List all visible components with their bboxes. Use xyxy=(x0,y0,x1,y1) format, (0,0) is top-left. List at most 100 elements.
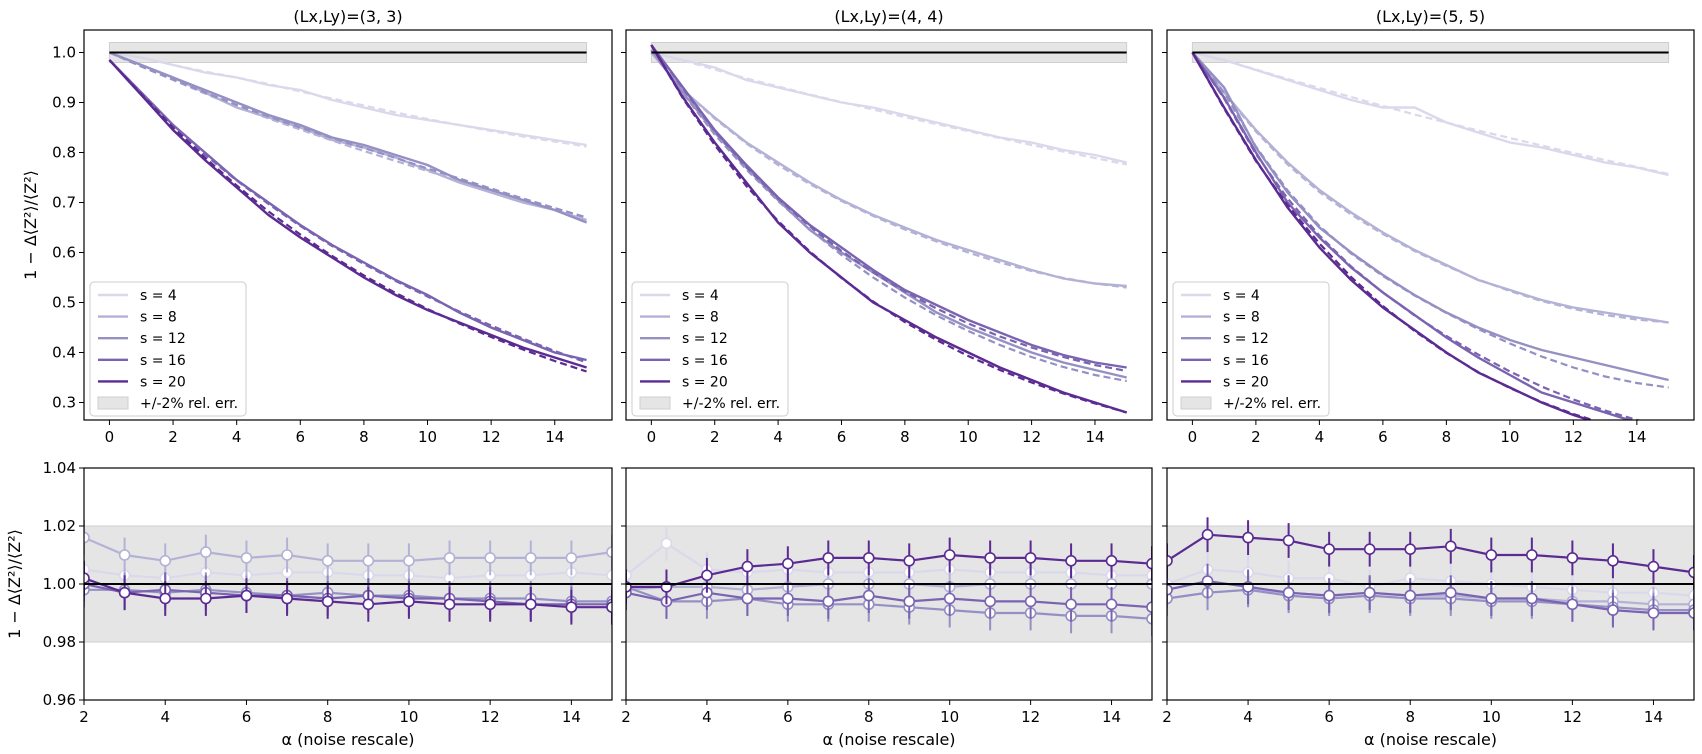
y-tick-label: 1.00 xyxy=(43,575,76,593)
x-tick-label: 4 xyxy=(702,708,712,726)
series-5 xyxy=(84,560,612,625)
legend-swatch xyxy=(97,396,129,410)
series-solid-line xyxy=(1191,51,1594,420)
x-tick-label: 10 xyxy=(1482,708,1501,726)
x-tick-label: 8 xyxy=(900,428,910,446)
data-point xyxy=(1146,569,1152,582)
x-tick-label: 14 xyxy=(562,708,581,726)
data-point xyxy=(443,598,456,611)
x-axis-label: α (noise rescale) xyxy=(1364,730,1497,749)
series-4 xyxy=(626,575,1152,625)
data-point xyxy=(1363,543,1376,556)
data-point xyxy=(660,537,673,550)
series-line xyxy=(1167,533,1694,574)
legend-label: s = 16 xyxy=(682,353,728,369)
x-tick-label: 2 xyxy=(79,708,89,726)
data-point xyxy=(1146,613,1152,625)
plot-area xyxy=(108,42,588,373)
y-tick-label: 1.02 xyxy=(43,517,76,535)
y-tick-label: 0.7 xyxy=(52,194,76,212)
data-point xyxy=(1065,598,1077,611)
series-solid-line xyxy=(1191,51,1633,420)
data-point xyxy=(524,598,537,611)
x-tick-label: 10 xyxy=(1500,428,1519,446)
data-point xyxy=(1167,584,1173,596)
legend-box xyxy=(1172,281,1330,417)
x-tick-label: 14 xyxy=(1085,428,1104,446)
series-line xyxy=(626,542,1152,577)
x-tick-label: 4 xyxy=(1315,428,1325,446)
legend-box xyxy=(631,281,789,417)
legend: s = 4 s = 8 s = 12 s = 16 s = 20 +/-2% rel. e… xyxy=(1172,281,1330,417)
data-point xyxy=(903,595,916,608)
data-point xyxy=(1526,592,1538,605)
series-solid-line xyxy=(108,51,588,224)
data-point xyxy=(1607,604,1619,616)
legend-label: s = 8 xyxy=(140,310,177,326)
data-point xyxy=(565,601,578,614)
x-tick-label: 6 xyxy=(783,708,793,726)
y-tick-label: 1.0 xyxy=(52,44,76,62)
data-point xyxy=(159,554,172,567)
series-4 xyxy=(650,44,1127,373)
data-point xyxy=(1105,554,1118,567)
data-point xyxy=(1282,534,1295,547)
plot-area xyxy=(84,520,612,643)
data-point xyxy=(943,592,956,605)
x-tick-label: 4 xyxy=(773,428,783,446)
panel-title: (Lx,Ly)=(4, 4) xyxy=(834,7,943,26)
series-solid-line xyxy=(109,51,587,147)
data-point xyxy=(1323,543,1335,556)
y-tick-label: 0.96 xyxy=(43,691,76,709)
data-point xyxy=(1688,566,1694,579)
legend-box xyxy=(89,281,247,417)
series-5 xyxy=(650,44,1128,414)
bottom-panel-1: 2 4 6 8 10 12 14 0.96 0.98 1.00 1.02 1.04 α (noise r… xyxy=(5,459,613,749)
series-line xyxy=(84,577,612,609)
top-panel-3: 0 2 4 6 8 10 12 14 (Lx,Ly)=(5, 5) s = 4 s = 8 s = 1… xyxy=(1162,7,1695,446)
x-tick-label: 10 xyxy=(399,708,418,726)
series-dashed-line xyxy=(1191,51,1669,324)
data-point xyxy=(1242,531,1254,544)
x-tick-label: 2 xyxy=(621,708,631,726)
y-tick-label: 0.4 xyxy=(52,344,76,362)
data-point xyxy=(1404,543,1417,556)
legend-label: s = 8 xyxy=(1223,310,1260,326)
legend-label: s = 16 xyxy=(140,353,186,369)
legend-label: s = 4 xyxy=(682,288,719,304)
legend: s = 4 s = 8 s = 12 s = 16 s = 20 +/-2% rel. e… xyxy=(89,281,247,417)
series-line xyxy=(626,585,1152,620)
data-point xyxy=(443,552,456,564)
data-point xyxy=(159,592,172,605)
data-point xyxy=(1105,598,1118,611)
series-3 xyxy=(1191,51,1669,389)
data-point xyxy=(200,546,212,558)
data-point xyxy=(403,554,415,567)
x-tick-label: 14 xyxy=(1644,708,1663,726)
series-line xyxy=(84,536,612,562)
series-solid-line xyxy=(1192,51,1669,177)
plot-area xyxy=(1167,517,1694,643)
x-tick-label: 14 xyxy=(1102,708,1121,726)
x-tick-label: 12 xyxy=(1021,708,1040,726)
data-point xyxy=(118,586,131,599)
series-dashed-line xyxy=(108,59,587,373)
x-tick-label: 0 xyxy=(647,428,657,446)
data-point xyxy=(1167,555,1173,567)
data-point xyxy=(362,554,375,567)
legend-swatch xyxy=(1180,396,1212,410)
data-point xyxy=(1282,586,1295,599)
series-line xyxy=(84,568,612,580)
x-tick-label: 8 xyxy=(864,708,874,726)
x-tick-label: 8 xyxy=(359,428,369,446)
data-point xyxy=(484,552,496,564)
data-point xyxy=(1485,592,1498,605)
series-line xyxy=(1167,588,1694,612)
data-point xyxy=(1146,557,1152,570)
series-1 xyxy=(1192,51,1669,177)
axes-frame xyxy=(83,29,613,421)
x-tick-label: 12 xyxy=(482,428,501,446)
series-solid-line xyxy=(650,49,1127,379)
series-solid-line xyxy=(650,44,1128,414)
